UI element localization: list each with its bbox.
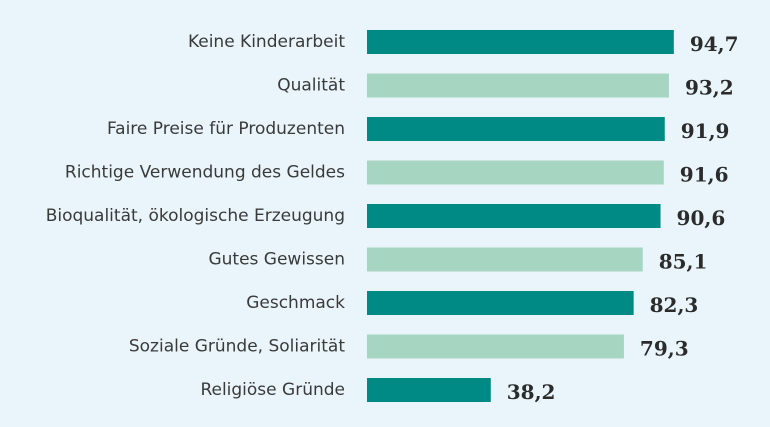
value-label: 38,2 xyxy=(507,380,556,404)
bar xyxy=(367,334,624,359)
category-label: Gutes Gewissen xyxy=(208,250,345,270)
category-label: Religiöse Gründe xyxy=(200,380,345,400)
value-label: 91,6 xyxy=(680,163,729,187)
bar xyxy=(367,247,643,272)
bar xyxy=(367,160,664,185)
value-label: 85,1 xyxy=(659,250,708,274)
category-labels: Keine Kinderarbeit Qualität Faire Preise f… xyxy=(46,32,346,400)
bar xyxy=(367,378,491,402)
bars xyxy=(367,30,674,402)
category-label: Faire Preise für Produzenten xyxy=(107,119,345,139)
value-label: 94,7 xyxy=(690,32,739,56)
value-label: 82,3 xyxy=(650,293,699,317)
category-label: Keine Kinderarbeit xyxy=(188,32,345,52)
category-label: Qualität xyxy=(277,76,345,96)
bar xyxy=(367,291,634,315)
value-label: 90,6 xyxy=(677,206,726,230)
value-label: 79,3 xyxy=(640,337,689,361)
bar xyxy=(367,30,674,54)
category-label: Richtige Verwendung des Geldes xyxy=(65,163,345,183)
value-labels: 94,7 93,2 91,9 91,6 90,6 85,1 82,3 79,3 38,2 xyxy=(507,32,739,404)
bar xyxy=(367,73,669,98)
bar xyxy=(367,204,661,228)
bar xyxy=(367,117,665,141)
category-label: Bioqualität, ökologische Erzeugung xyxy=(46,206,345,226)
category-label: Soziale Gründe, Soliarität xyxy=(129,337,345,357)
value-label: 93,2 xyxy=(685,76,734,100)
value-label: 91,9 xyxy=(681,119,730,143)
category-label: Geschmack xyxy=(246,293,345,313)
